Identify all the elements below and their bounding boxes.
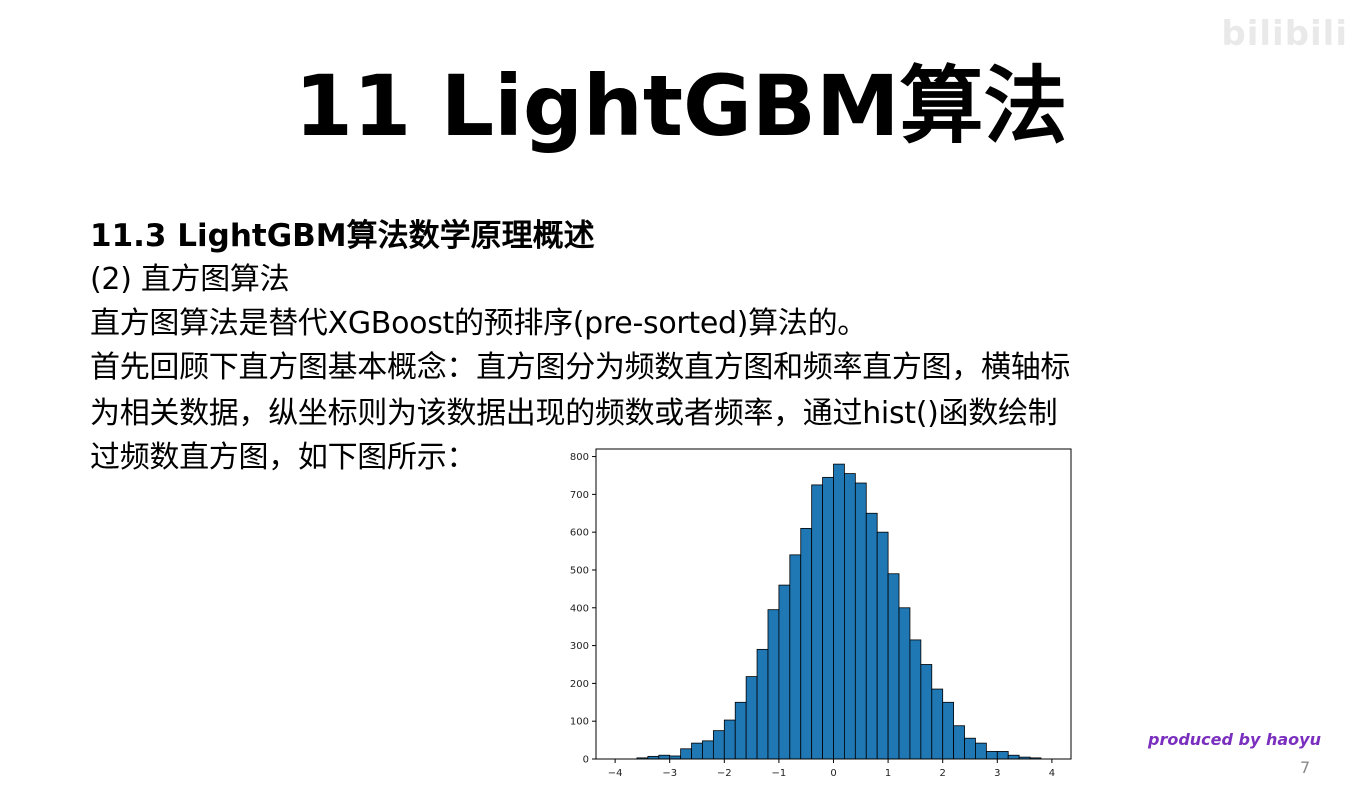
histogram-bar [800,527,813,760]
section-heading: 11.3 LightGBM算法数学原理概述 [90,218,595,254]
x-tick-label: 2 [940,768,946,779]
histogram-bar [778,584,791,760]
histogram-bar [723,719,736,760]
x-tick-label: 3 [994,768,1000,779]
x-tick-label: −4 [608,768,623,779]
body-line-3: 为相关数据，纵坐标则为该数据出现的频数或者频率，通过hist()函数绘制 [90,396,1058,431]
histogram-bar [833,463,845,760]
histogram-bar [1007,754,1020,760]
histogram-bar [712,730,725,760]
histogram-bar [756,648,769,760]
histogram-bar [767,609,780,760]
histogram-bar [702,740,714,760]
histogram-bar [789,554,802,760]
y-tick-label: 600 [570,528,589,539]
histogram-bar [975,742,987,760]
histogram-bar [920,664,933,760]
watermark-logo: bilibili [1221,14,1348,54]
histogram-bar [985,751,998,760]
y-tick-label: 400 [570,603,589,614]
subheading-line: (2) 直方图算法 [90,262,290,297]
body-line-1: 直方图算法是替代XGBoost的预排序(pre-sorted)算法的。 [90,306,867,341]
histogram-bar [680,748,692,760]
histogram-bar [898,607,911,760]
y-tick-label: 800 [570,452,589,463]
x-tick-label: −2 [717,768,732,779]
x-tick-label: 1 [885,768,891,779]
body-line-4: 过频数直方图，如下图所示： [90,440,477,475]
histogram-bar [964,737,976,760]
y-tick-label: 700 [570,490,589,501]
y-tick-label: 300 [570,641,589,652]
histogram-bar [734,701,747,760]
y-tick-label: 0 [583,755,589,766]
y-tick-label: 500 [570,565,589,576]
histogram-bar [844,473,856,760]
histogram-bar [887,573,900,760]
credit-text: produced by haoyu [1148,730,1321,749]
histogram-bar [876,531,889,760]
histogram-bar [909,639,922,760]
page-number: 7 [1300,758,1311,777]
slide-title: 11 LightGBM算法 [294,57,1068,155]
histogram-bar [953,725,965,760]
x-tick-label: −3 [662,768,677,779]
histogram-bar [811,484,823,760]
body-line-2: 首先回顾下直方图基本概念：直方图分为频数直方图和频率直方图，横轴标 [90,350,1071,385]
y-tick-label: 100 [570,717,589,728]
histogram-bar [691,742,703,760]
histogram-bar [942,701,955,760]
histogram-bar [822,476,834,760]
x-tick-label: 4 [1049,768,1055,779]
histogram-bar [865,512,878,760]
histogram-bar [658,754,671,760]
histogram-bar [854,482,867,760]
histogram-bar [931,688,944,760]
y-tick-label: 200 [570,679,589,690]
x-tick-label: −1 [772,768,787,779]
histogram-bar [745,676,758,760]
x-tick-label: 0 [830,768,836,779]
histogram-bar [996,751,1009,760]
